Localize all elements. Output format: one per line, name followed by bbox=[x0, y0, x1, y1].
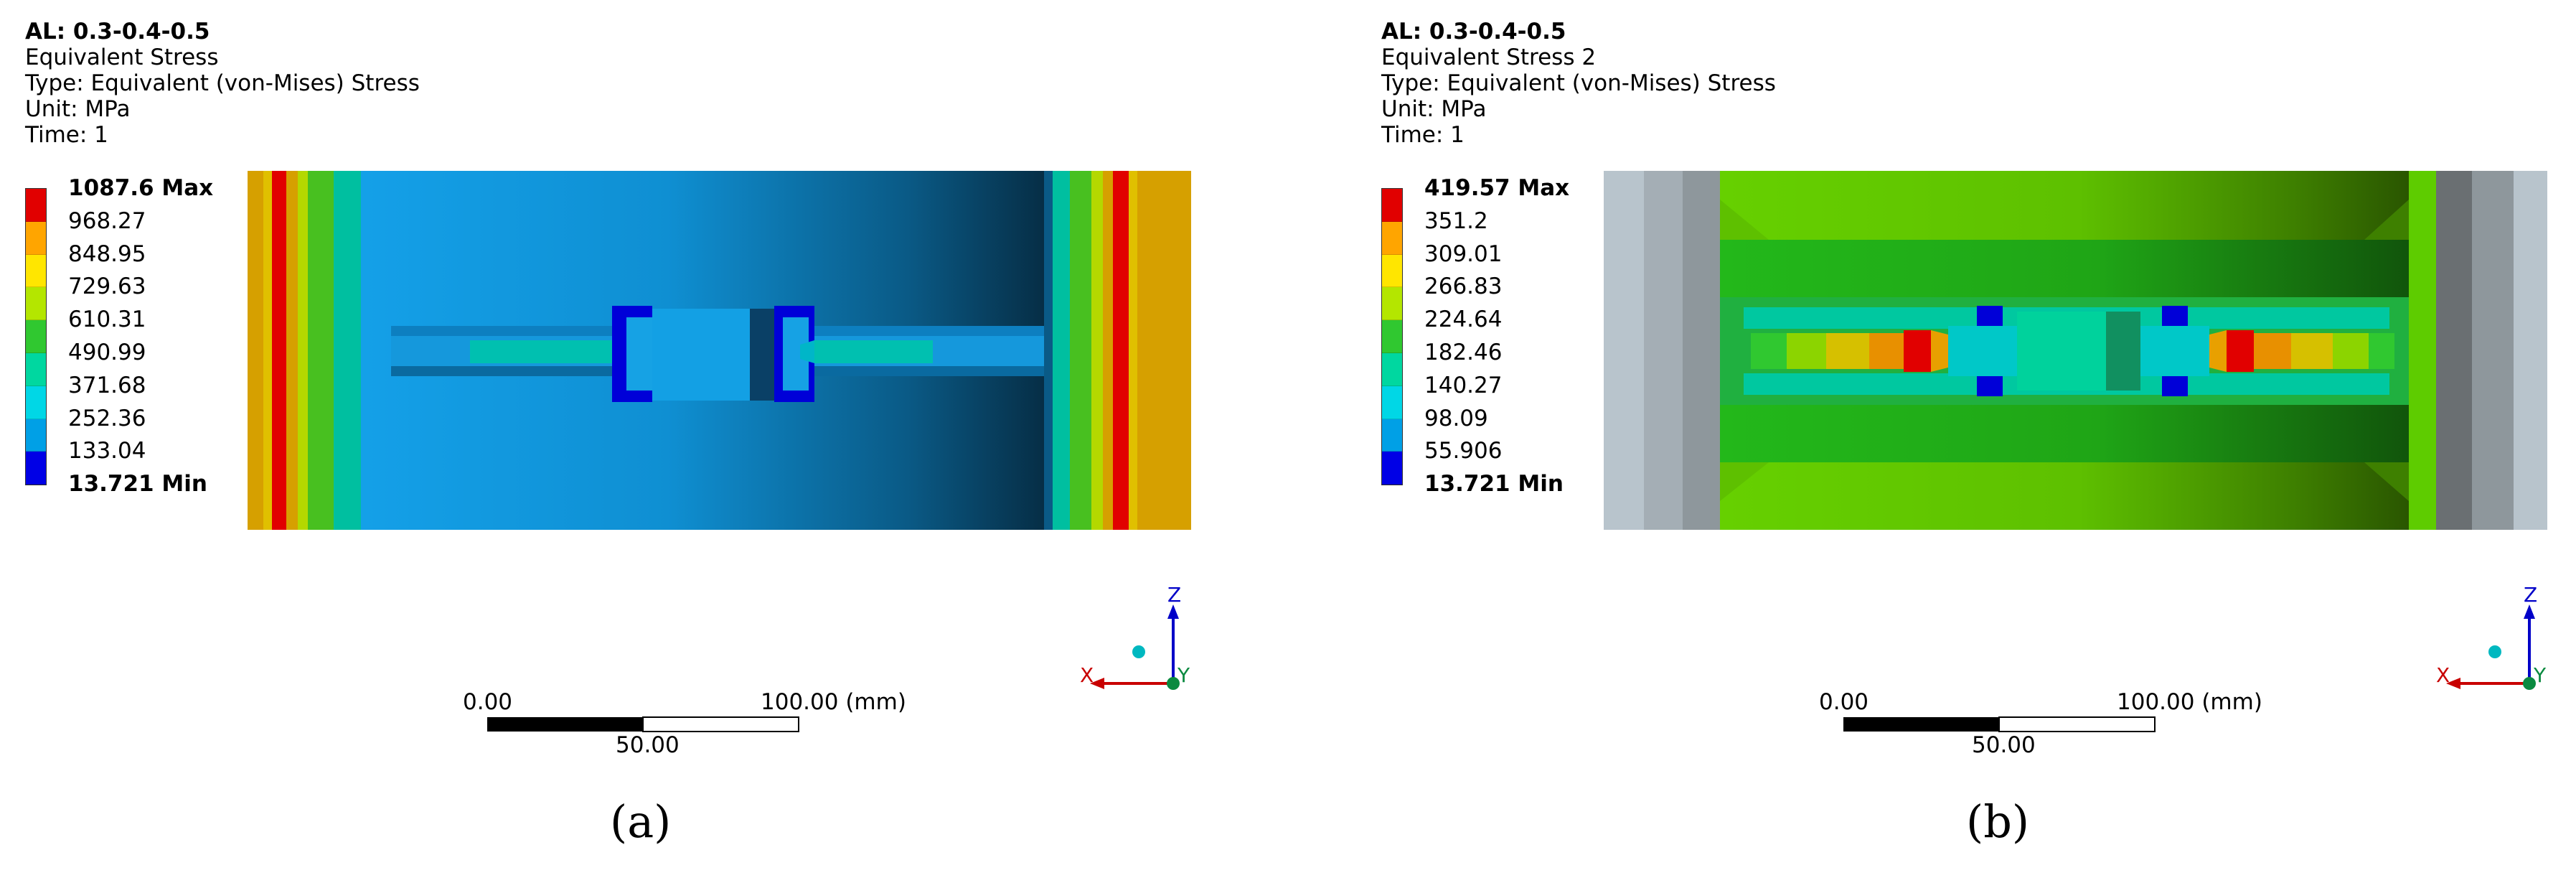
result-header: AL: 0.3-0.4-0.5 Equivalent Stress 2 Type… bbox=[1381, 19, 1776, 148]
analysis-label: AL: 0.3-0.4-0.5 bbox=[1381, 19, 1566, 45]
y-axis-label: Y bbox=[1177, 663, 1190, 687]
z-axis-label: Z bbox=[1167, 583, 1181, 607]
legend-value-label: 182.46 bbox=[1424, 340, 1503, 365]
result-type: Type: Equivalent (von-Mises) Stress bbox=[1381, 70, 1776, 96]
legend-value-label: 55.906 bbox=[1424, 438, 1503, 464]
legend-value-label: 224.64 bbox=[1424, 307, 1503, 333]
legend-value-label: 351.2 bbox=[1424, 207, 1488, 234]
x-axis-arrow-icon bbox=[1090, 678, 1173, 689]
result-name: Equivalent Stress 2 bbox=[1381, 45, 1597, 70]
legend-color-swatch bbox=[26, 419, 46, 452]
legend-color-swatch bbox=[26, 221, 46, 255]
scale-bar-graphic bbox=[1843, 716, 2156, 732]
legend-value-label: 252.36 bbox=[68, 405, 146, 431]
scale-label-end: 100.00 (mm) bbox=[761, 689, 906, 715]
result-header: AL: 0.3-0.4-0.5 Equivalent Stress Type: … bbox=[25, 19, 420, 148]
legend-color-bar bbox=[1381, 188, 1403, 486]
legend-min-label: 13.721 Min bbox=[1424, 471, 1564, 497]
legend-max-label: 1087.6 Max bbox=[68, 175, 214, 201]
legend-value-label: 848.95 bbox=[68, 240, 146, 267]
scale-bar-graphic bbox=[487, 716, 799, 732]
scale-label-mid: 50.00 bbox=[1972, 732, 2036, 758]
legend-value-label: 309.01 bbox=[1424, 240, 1503, 267]
panel-caption: (b) bbox=[1966, 795, 2030, 848]
result-name: Equivalent Stress bbox=[25, 45, 219, 70]
legend-color-swatch bbox=[1382, 221, 1402, 255]
legend-color-swatch bbox=[1382, 287, 1402, 321]
legend-color-swatch bbox=[1382, 189, 1402, 222]
panel-caption: (a) bbox=[610, 795, 672, 848]
legend-value-label: 729.63 bbox=[68, 274, 146, 300]
x-axis-arrow-icon bbox=[2446, 678, 2529, 689]
x-axis-label: X bbox=[1080, 663, 1094, 687]
result-panel-b: AL: 0.3-0.4-0.5 Equivalent Stress 2 Type… bbox=[1356, 0, 2576, 883]
legend-color-swatch bbox=[1382, 386, 1402, 419]
legend-color-swatch bbox=[26, 287, 46, 321]
x-axis-label: X bbox=[2436, 663, 2450, 687]
scale-label-mid: 50.00 bbox=[616, 732, 680, 758]
z-axis-label: Z bbox=[2524, 583, 2537, 607]
legend-min-label: 13.721 Min bbox=[68, 471, 207, 497]
legend-value-label: 98.09 bbox=[1424, 405, 1488, 431]
scale-label-start: 0.00 bbox=[1819, 689, 1869, 715]
legend-value-label: 140.27 bbox=[1424, 372, 1503, 398]
legend-value-label: 610.31 bbox=[68, 307, 146, 333]
analysis-label: AL: 0.3-0.4-0.5 bbox=[25, 19, 210, 45]
legend-color-swatch bbox=[1382, 352, 1402, 386]
legend-color-swatch bbox=[26, 352, 46, 386]
scale-label-end: 100.00 (mm) bbox=[2117, 689, 2262, 715]
result-time: Time: 1 bbox=[25, 122, 108, 148]
result-time: Time: 1 bbox=[1381, 122, 1465, 148]
legend-color-swatch bbox=[1382, 320, 1402, 353]
legend-value-label: 371.68 bbox=[68, 372, 146, 398]
legend-max-label: 419.57 Max bbox=[1424, 175, 1570, 201]
legend-color-swatch bbox=[26, 386, 46, 419]
result-type: Type: Equivalent (von-Mises) Stress bbox=[25, 70, 420, 96]
legend-color-swatch bbox=[26, 452, 46, 485]
z-axis-arrow-icon bbox=[2524, 604, 2535, 683]
z-axis-arrow-icon bbox=[1167, 604, 1179, 683]
stress-contour-model bbox=[1604, 171, 2547, 530]
y-axis-label: Y bbox=[2533, 663, 2547, 687]
result-unit: Unit: MPa bbox=[25, 96, 131, 122]
legend-color-swatch bbox=[1382, 419, 1402, 452]
coordinate-triad: Z X Y bbox=[2436, 583, 2547, 690]
legend-value-label: 133.04 bbox=[68, 438, 146, 464]
scale-label-start: 0.00 bbox=[463, 689, 513, 715]
legend-value-label: 968.27 bbox=[68, 207, 146, 234]
legend-color-swatch bbox=[26, 320, 46, 353]
legend-value-label: 266.83 bbox=[1424, 274, 1503, 300]
legend-color-swatch bbox=[1382, 254, 1402, 288]
legend-color-swatch bbox=[26, 189, 46, 222]
stress-contour-model bbox=[248, 171, 1191, 530]
coordinate-triad: Z X Y bbox=[1080, 583, 1190, 690]
legend-color-swatch bbox=[1382, 452, 1402, 485]
legend-color-swatch bbox=[26, 254, 46, 288]
legend-value-label: 490.99 bbox=[68, 340, 146, 365]
result-panel-a: AL: 0.3-0.4-0.5 Equivalent Stress Type: … bbox=[25, 19, 1191, 848]
legend-color-bar bbox=[25, 188, 47, 486]
result-unit: Unit: MPa bbox=[1381, 96, 1487, 122]
